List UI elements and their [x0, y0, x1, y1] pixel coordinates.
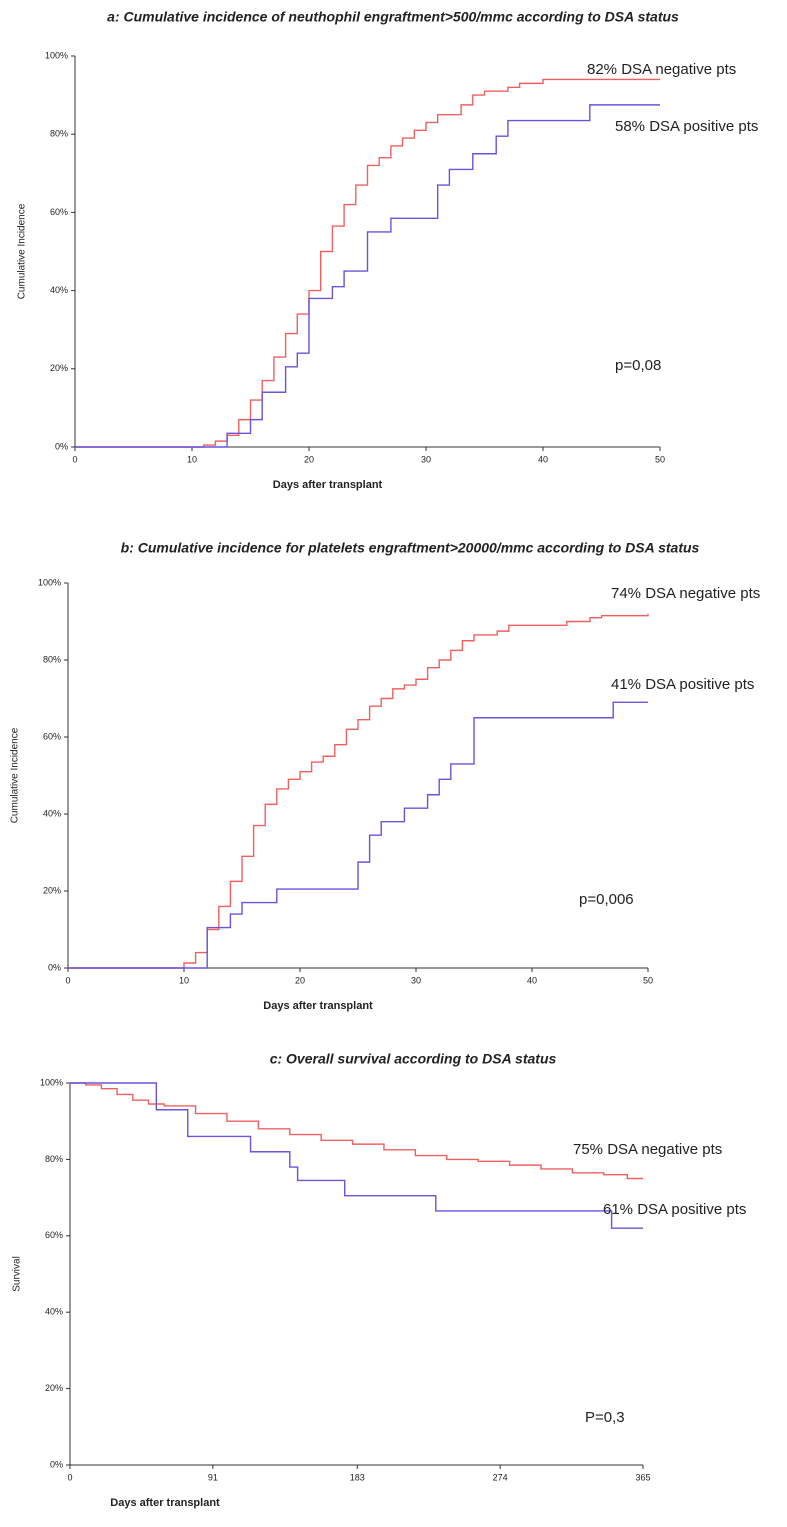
annotation: 61% DSA positive pts: [603, 1201, 746, 1218]
x-tick-label: 0: [72, 454, 77, 464]
annotation: p=0,006: [579, 891, 634, 908]
x-axis-label: Days after transplant: [273, 479, 383, 491]
y-tick-label: 100%: [40, 1077, 63, 1087]
annotation: 75% DSA negative pts: [573, 1141, 722, 1158]
series-line: [68, 701, 648, 969]
x-tick-label: 30: [411, 975, 421, 985]
x-tick-label: 183: [350, 1472, 365, 1482]
annotation: P=0,3: [585, 1409, 625, 1426]
x-tick-label: 40: [527, 975, 537, 985]
annotation: 58% DSA positive pts: [615, 118, 758, 135]
x-tick-label: 10: [179, 975, 189, 985]
y-tick-label: 0%: [50, 1459, 63, 1469]
y-tick-label: 20%: [45, 1383, 63, 1393]
x-tick-label: 274: [493, 1472, 508, 1482]
y-axis-label: Survival: [12, 1256, 23, 1292]
x-tick-label: 365: [635, 1472, 650, 1482]
y-tick-label: 80%: [50, 129, 68, 139]
x-tick-label: 10: [187, 454, 197, 464]
x-tick-label: 20: [304, 454, 314, 464]
series-line: [75, 78, 660, 448]
x-tick-label: 0: [67, 1472, 72, 1482]
y-tick-label: 0%: [55, 441, 68, 451]
y-tick-label: 20%: [50, 363, 68, 373]
series-line: [68, 613, 649, 969]
y-tick-label: 60%: [43, 731, 61, 741]
series-line: [70, 1082, 643, 1229]
x-axis-label: Days after transplant: [263, 1000, 373, 1012]
y-tick-label: 0%: [48, 962, 61, 972]
y-axis-label: Cumulative Incidence: [17, 203, 28, 299]
y-axis-label: Cumulative Incidence: [10, 727, 21, 823]
y-tick-label: 40%: [50, 285, 68, 295]
x-tick-label: 30: [421, 454, 431, 464]
x-tick-label: 0: [65, 975, 70, 985]
chart-title: c: Overall survival according to DSA sta…: [270, 1051, 557, 1067]
y-tick-label: 100%: [45, 50, 68, 60]
annotation: 82% DSA negative pts: [587, 61, 736, 78]
x-tick-label: 50: [655, 454, 665, 464]
y-tick-label: 80%: [45, 1154, 63, 1164]
y-tick-label: 20%: [43, 885, 61, 895]
y-tick-label: 60%: [50, 207, 68, 217]
chart-title: b: Cumulative incidence for platelets en…: [121, 540, 700, 556]
series-line: [70, 1082, 643, 1180]
y-tick-label: 40%: [43, 808, 61, 818]
y-tick-label: 40%: [45, 1307, 63, 1317]
x-axis-label: Days after transplant: [110, 1497, 220, 1509]
y-tick-label: 80%: [43, 654, 61, 664]
x-tick-label: 20: [295, 975, 305, 985]
y-tick-label: 100%: [38, 577, 61, 587]
y-tick-label: 60%: [45, 1230, 63, 1240]
series-line: [75, 104, 660, 448]
annotation: p=0,08: [615, 357, 661, 374]
x-tick-label: 91: [208, 1472, 218, 1482]
annotation: 74% DSA negative pts: [611, 585, 760, 602]
x-tick-label: 40: [538, 454, 548, 464]
x-tick-label: 50: [643, 975, 653, 985]
chart-title: a: Cumulative incidence of neuthophil en…: [107, 9, 679, 25]
annotation: 41% DSA positive pts: [611, 676, 754, 693]
